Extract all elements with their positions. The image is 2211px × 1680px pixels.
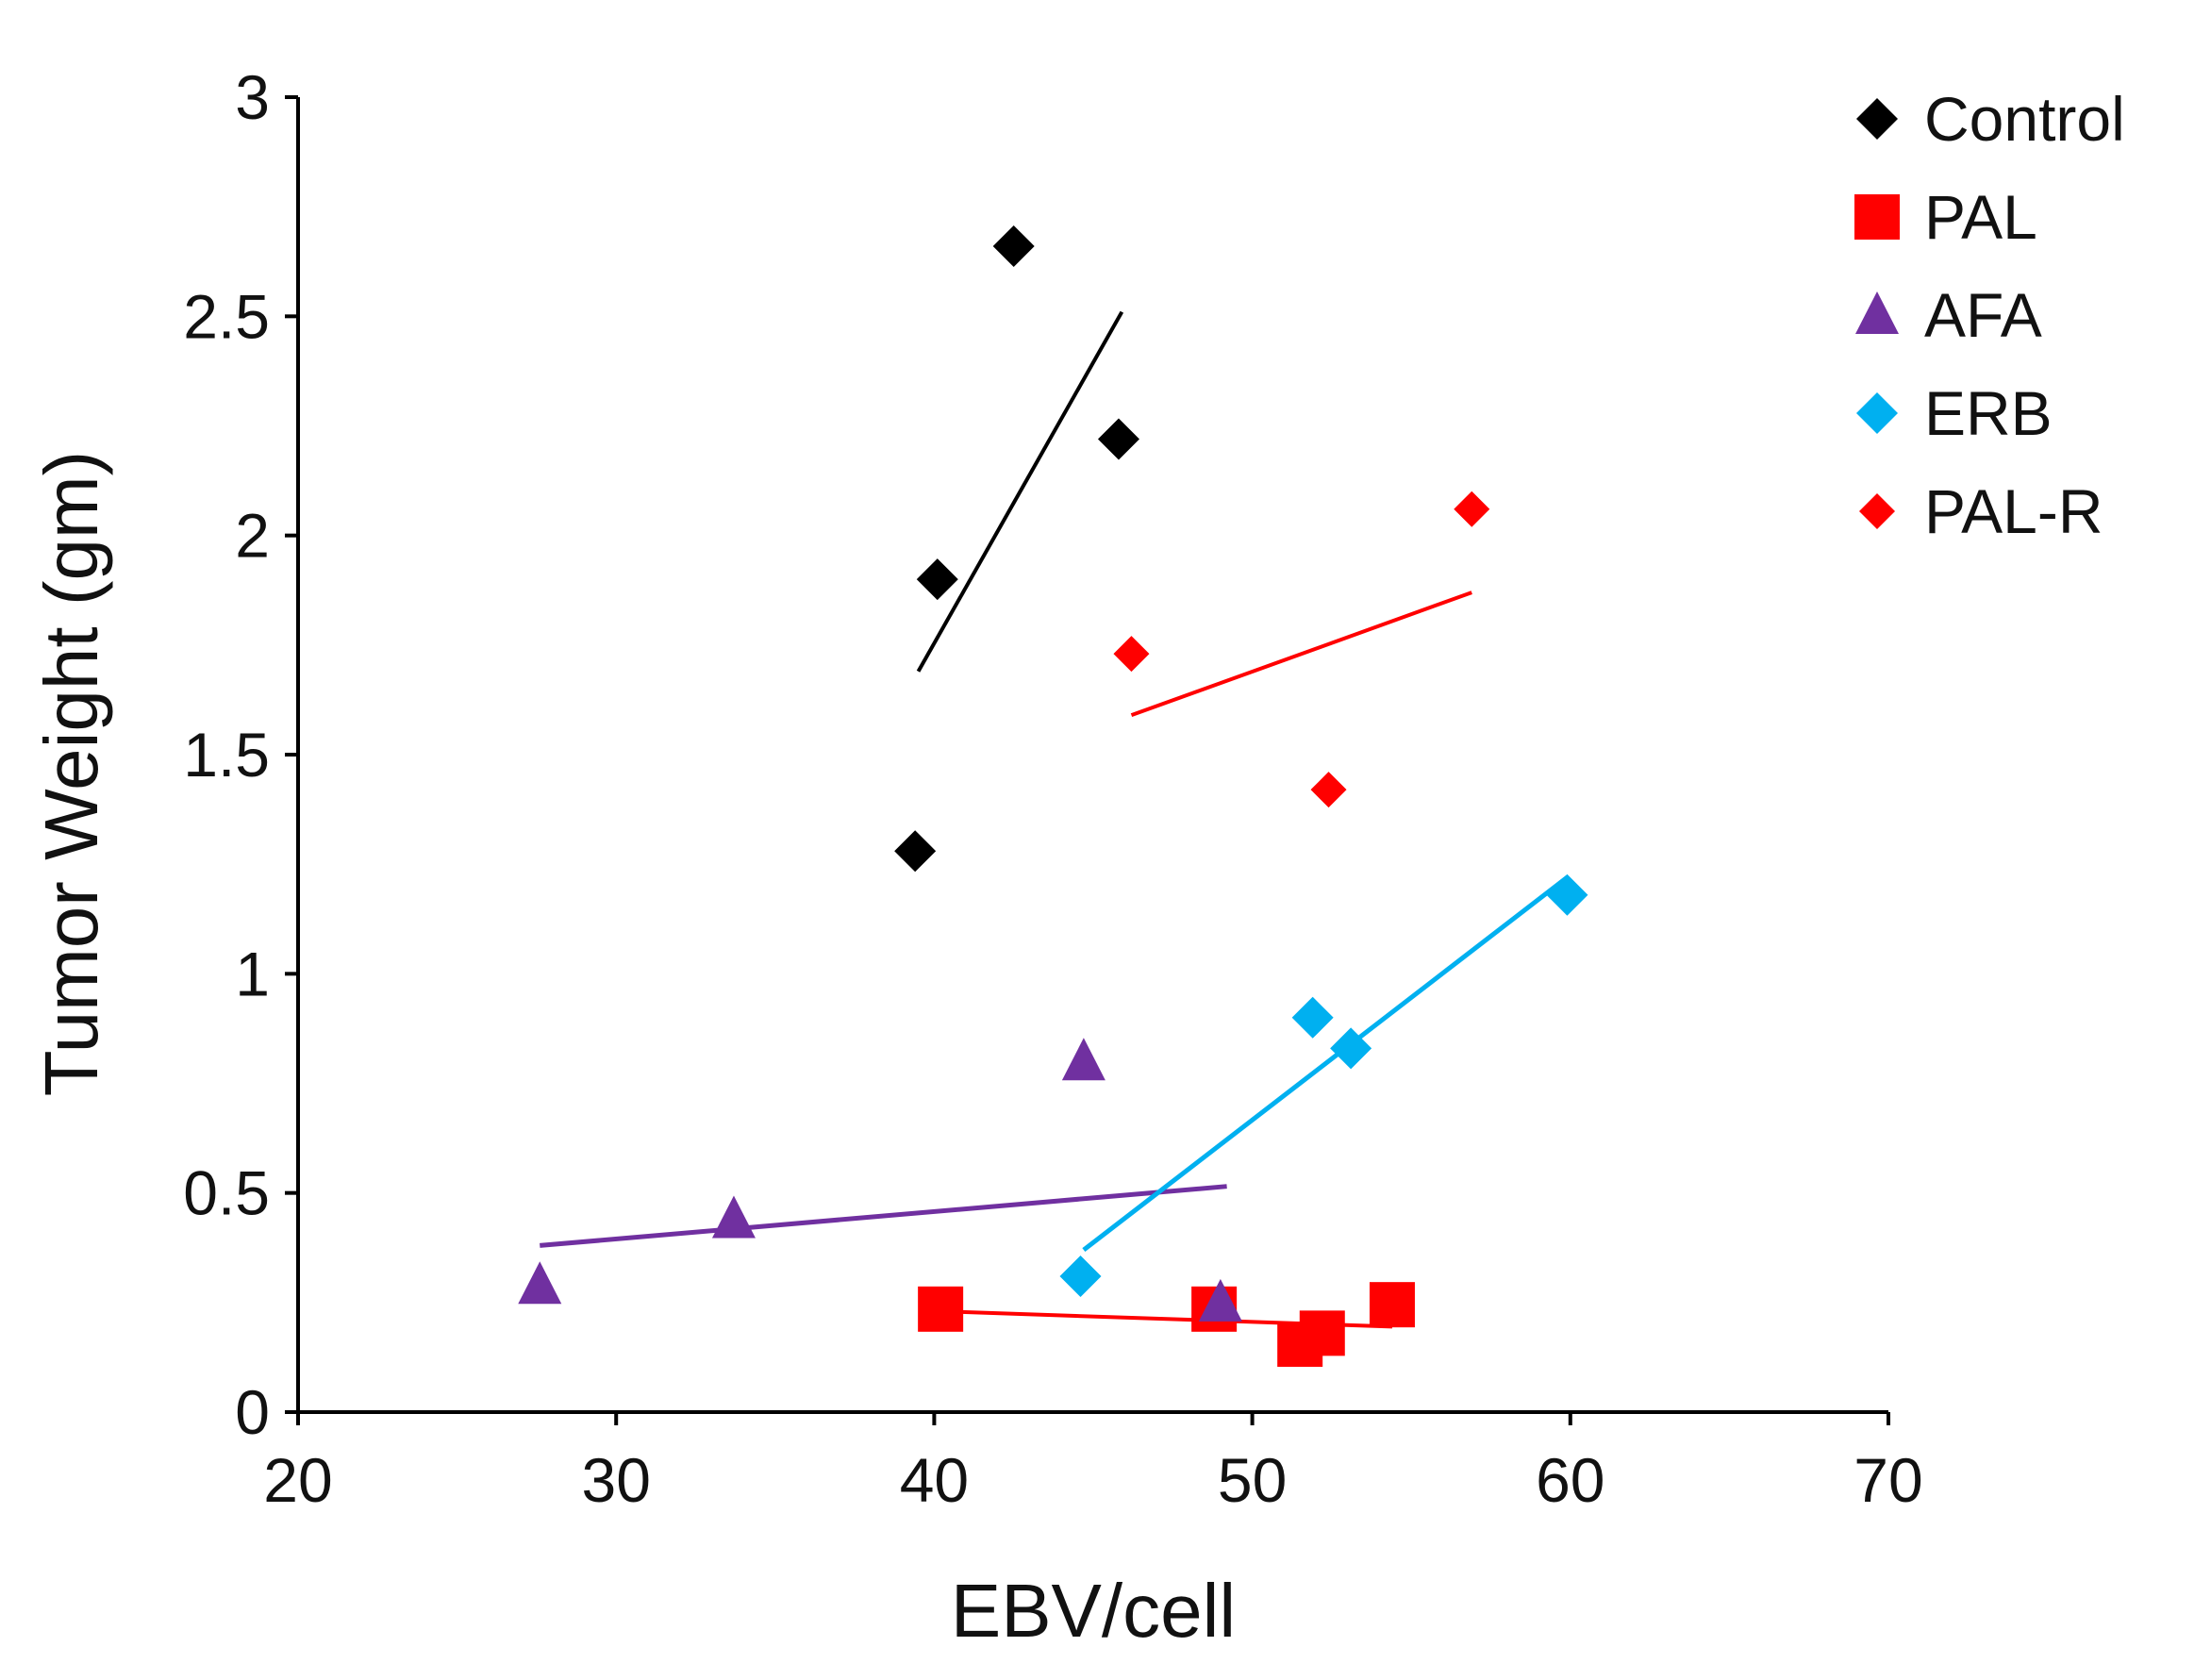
x-axis-title: EBV/cell [951, 1569, 1236, 1653]
y-tick-label: 1 [235, 939, 270, 1008]
axes [296, 97, 1888, 1414]
data-markers [518, 225, 1588, 1367]
trendlines [540, 310, 1569, 1329]
control-trendline [916, 310, 1124, 673]
x-tick-label: 40 [900, 1445, 969, 1515]
legend-marker-control [1856, 98, 1898, 140]
x-tick-label: 20 [263, 1445, 332, 1515]
afa-point [518, 1261, 562, 1305]
y-tick-label: 0.5 [183, 1158, 270, 1228]
y-tick-label: 3 [235, 62, 270, 132]
pal-r-point [1454, 491, 1490, 527]
pal-r-point [1113, 636, 1150, 673]
x-tick-label: 30 [581, 1445, 650, 1515]
control-point [1097, 418, 1139, 460]
legend-label-erb: ERB [1924, 378, 2053, 448]
erb-point [1291, 996, 1334, 1039]
erb-point [1546, 873, 1588, 916]
y-axis-title: Tumor Weight (gm) [29, 451, 113, 1097]
afa-point [1061, 1038, 1106, 1081]
legend-marker-erb [1856, 392, 1898, 434]
y-axis-ticks: 0 0.5 1 1.5 2 2.5 3 [183, 62, 298, 1447]
y-tick-label: 2.5 [183, 281, 270, 351]
pal-point [1299, 1310, 1345, 1356]
legend-label-control: Control [1924, 84, 2125, 154]
pal-point [1369, 1282, 1415, 1328]
erb-point [1059, 1255, 1102, 1297]
legend-label-pal-r: PAL-R [1924, 476, 2103, 546]
legend-label-pal: PAL [1924, 182, 2037, 252]
legend-marker-pal-r [1859, 493, 1895, 529]
legend-label-afa: AFA [1924, 280, 2042, 350]
afa-point [1198, 1278, 1242, 1322]
x-axis-ticks: 20 30 40 50 60 70 [263, 1412, 1923, 1515]
erb-point [1330, 1027, 1372, 1070]
afa-point [711, 1195, 756, 1239]
y-tick-label: 2 [235, 501, 270, 571]
pal-r-trendline [1130, 590, 1472, 718]
x-tick-label: 70 [1854, 1445, 1922, 1515]
control-point [992, 225, 1035, 267]
erb-trendline [1082, 875, 1569, 1253]
control-point [894, 830, 937, 873]
y-tick-label: 1.5 [183, 720, 270, 790]
x-tick-label: 60 [1536, 1445, 1604, 1515]
pal-r-point [1310, 772, 1347, 808]
control-point [916, 558, 958, 601]
y-tick-label: 0 [235, 1377, 270, 1447]
x-tick-label: 50 [1218, 1445, 1287, 1515]
afa-trendline [540, 1184, 1227, 1248]
pal-point [918, 1286, 964, 1332]
legend-marker-afa [1855, 291, 1899, 334]
legend: Control PAL AFA ERB PAL-R [1854, 84, 2125, 546]
legend-marker-pal [1854, 194, 1900, 240]
